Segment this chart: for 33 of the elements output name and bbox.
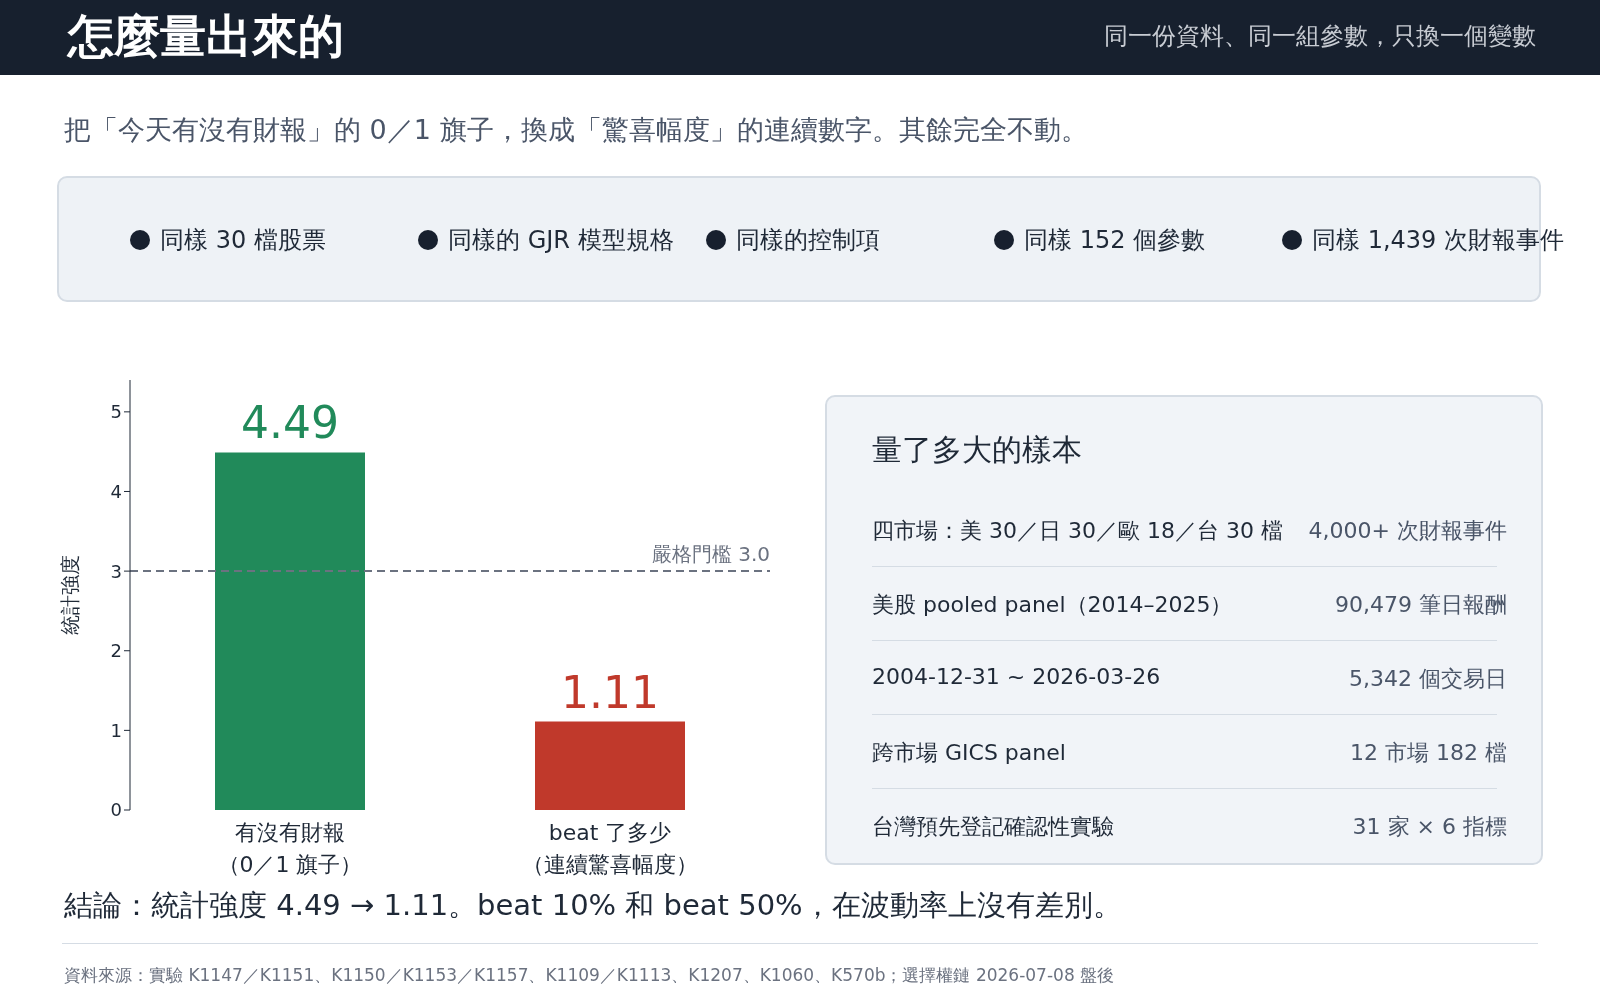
text: 2004-12-31 ~ 2026-03-26 (872, 664, 1161, 689)
y-tick-label: 5 (110, 401, 122, 423)
text: 台灣預先登記確認性實驗 (872, 813, 1114, 841)
text: 把「今天有沒有財報」的 0／1 旗子，換成「驚喜幅度」的連續數字。其餘完全不動。 (64, 113, 1088, 147)
text: 12 市場 182 檔 (1350, 739, 1507, 767)
y-tick-label: 2 (110, 640, 122, 662)
text: 美股 pooled panel（2014–2025） (872, 591, 1233, 619)
y-axis-title: 統計強度 (58, 555, 83, 635)
text: 31 家 × 6 指標 (1352, 813, 1507, 841)
y-tick-label: 1 (110, 719, 122, 741)
data-label: 1.11 (561, 666, 659, 718)
chart-title: 怎麼量出來的 (68, 8, 344, 65)
ref-line-label: 嚴格門檻 3.0 (651, 542, 770, 567)
y-tick-label: 0 (110, 799, 122, 821)
text: 跨市場 GICS panel (872, 739, 1066, 767)
y-tick-label: 4 (110, 480, 122, 502)
text: 同樣 152 個參數 (1024, 225, 1206, 256)
text: 90,479 筆日報酬 (1335, 591, 1507, 619)
text: 四市場：美 30／日 30／歐 18／台 30 檔 (872, 517, 1283, 545)
text: 4,000+ 次財報事件 (1308, 517, 1507, 545)
data-label: 4.49 (241, 397, 339, 449)
x-tick-label: beat 了多少（連續驚喜幅度） (522, 820, 698, 877)
text: 同樣的 GJR 模型規格 (448, 225, 674, 256)
text: 結論：統計強度 4.49 → 1.11。beat 10% 和 beat 50%，在波動率上沒有差別。 (64, 887, 1122, 924)
text: 同樣 30 檔股票 (160, 225, 326, 256)
text: 5,342 個交易日 (1349, 665, 1507, 693)
text: 同一份資料、同一組參數，只換一個變數 (1104, 21, 1536, 52)
source-note: 資料來源：實驗 K1147／K1151、K1150／K1153／K1157、K1109／K1113、K1207、K1060、K570b；選擇權鏈 2026-07-08 盤後 (64, 964, 1115, 987)
y-tick-label: 3 (110, 560, 122, 582)
x-tick-label: 有沒有財報（0／1 旗子） (217, 820, 363, 877)
text: 同樣的控制項 (736, 225, 880, 256)
text: 同樣 1,439 次財報事件 (1312, 225, 1564, 256)
text: 量了多大的樣本 (872, 431, 1082, 469)
